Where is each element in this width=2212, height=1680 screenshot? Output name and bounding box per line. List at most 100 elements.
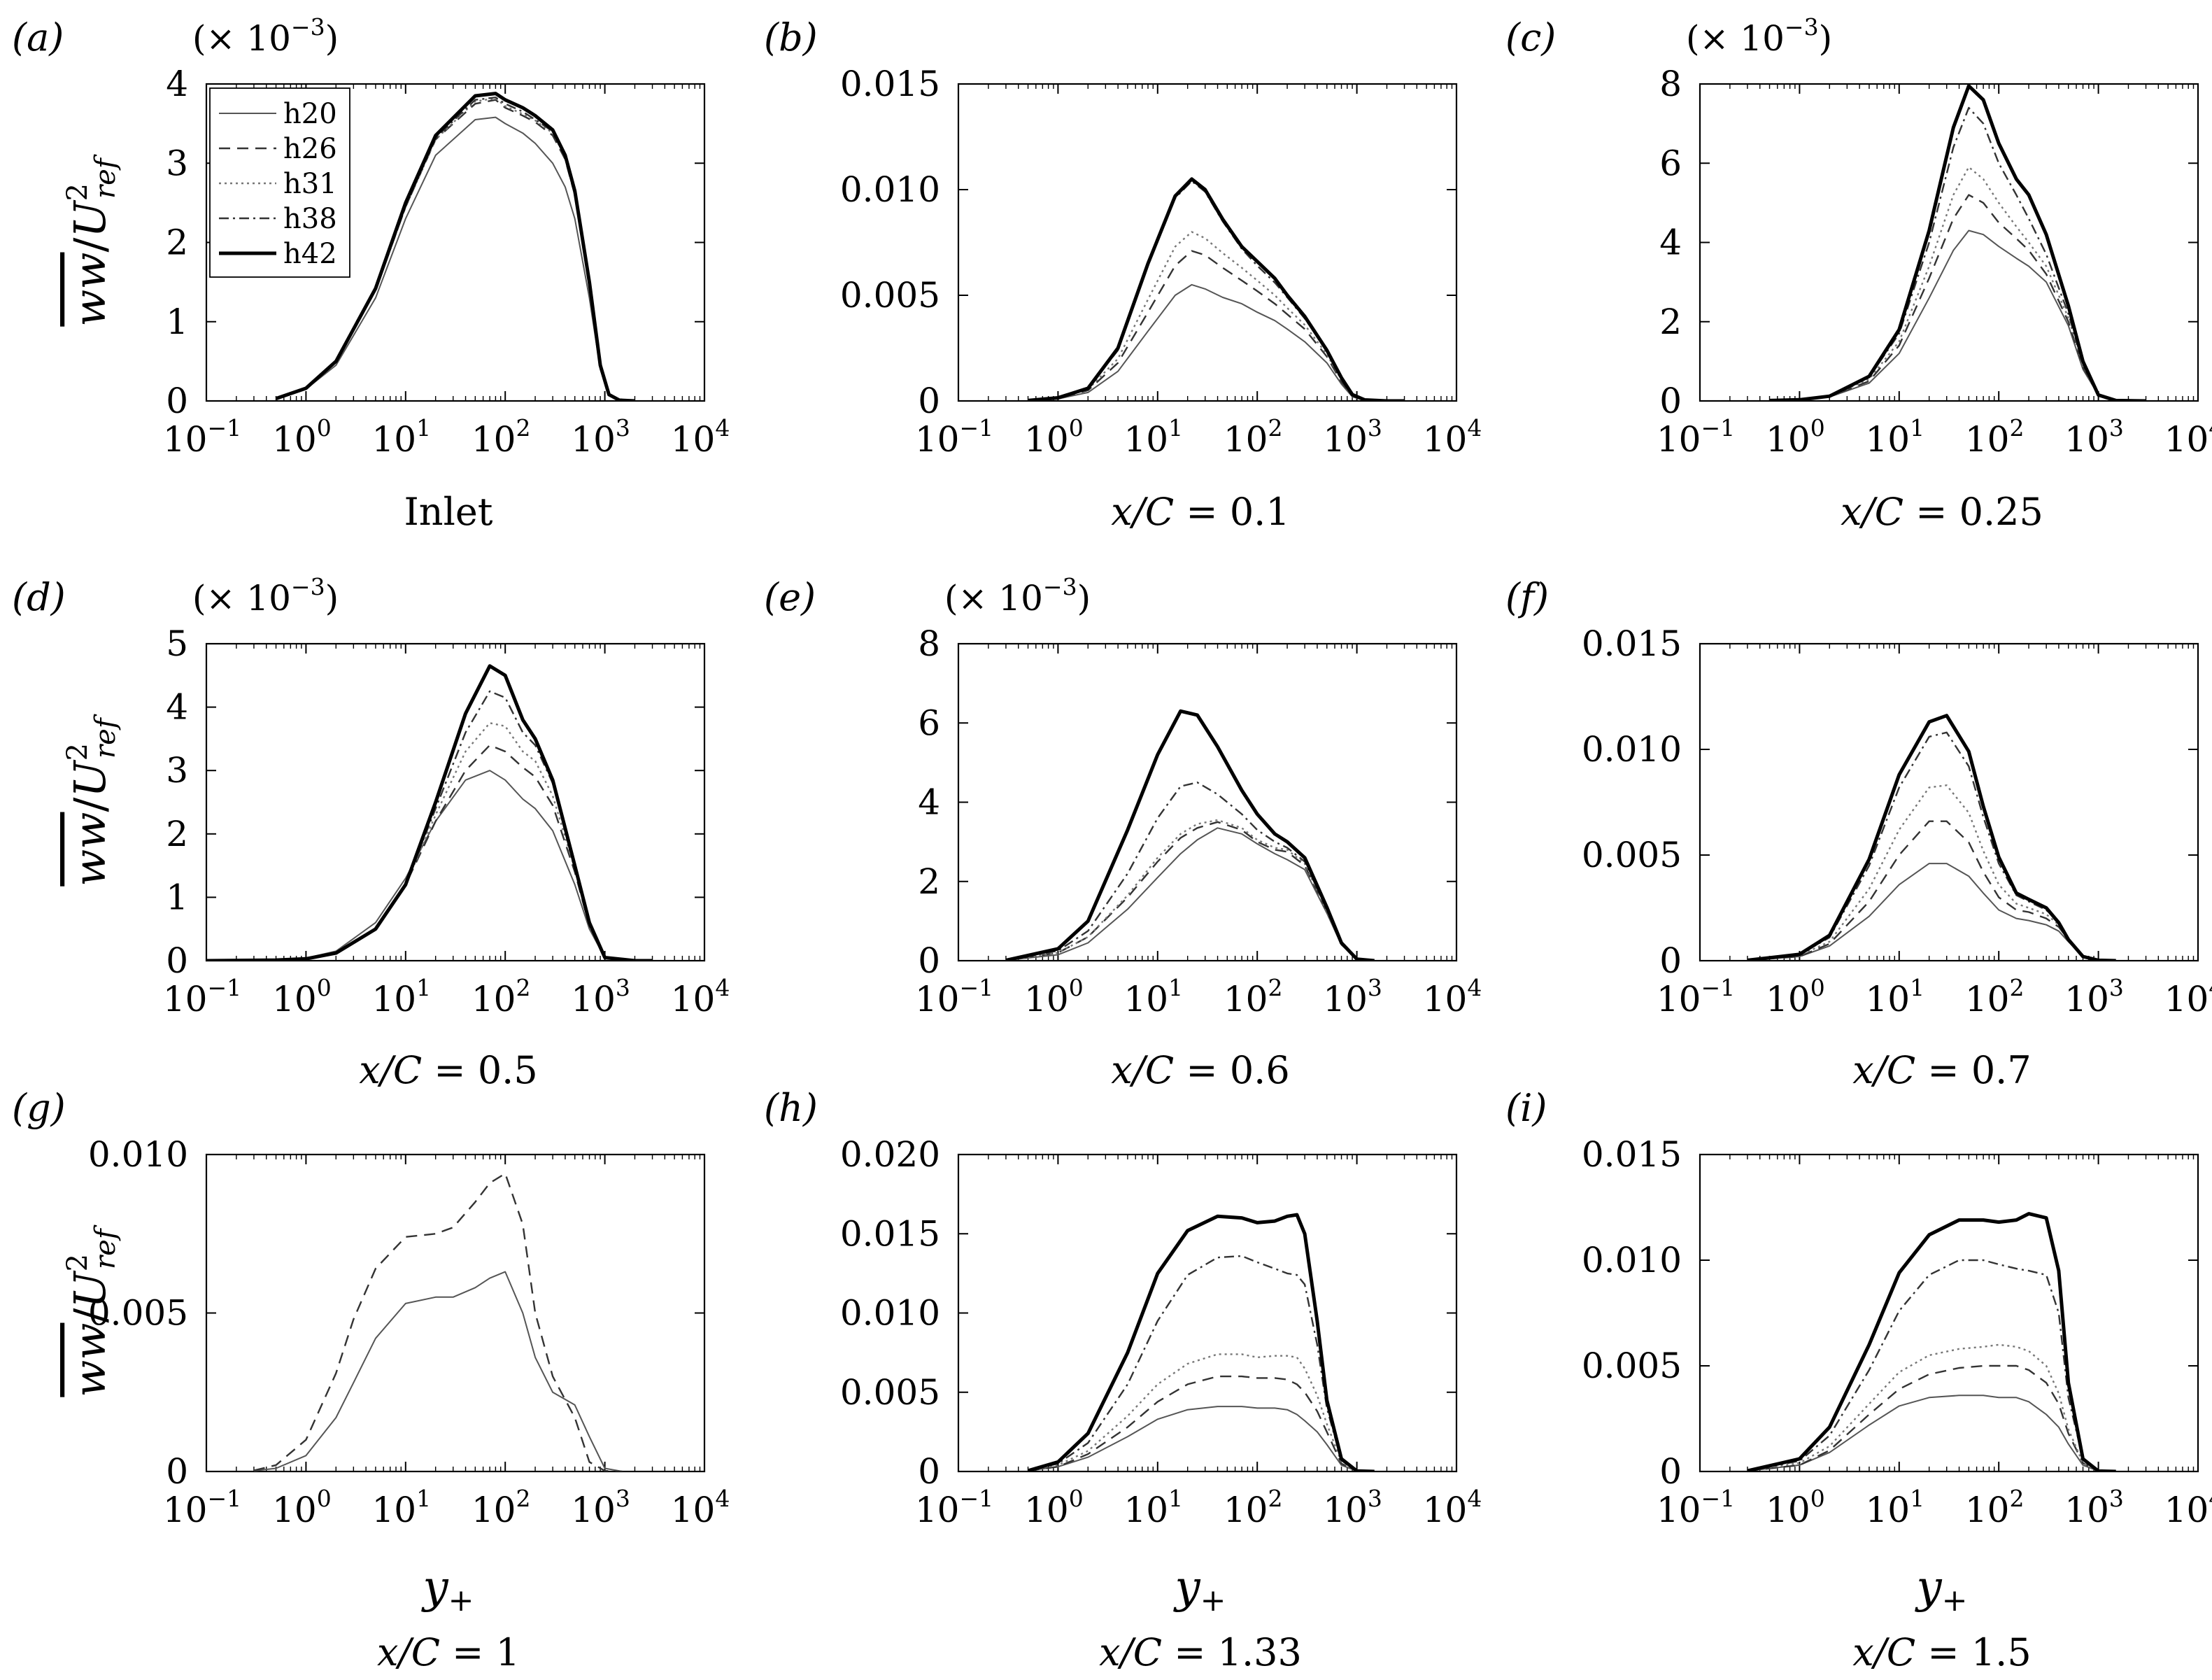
x-tick-base: 10 <box>1224 419 1268 460</box>
x-tick-exp: 4 <box>715 414 730 442</box>
y-tick-text: 6 <box>918 703 940 743</box>
x-tick-exp: 3 <box>616 974 630 1001</box>
y-tick-text: 0.015 <box>840 1213 940 1254</box>
series-line-h42 <box>1028 177 1405 401</box>
x-tick-exp: 0 <box>1810 974 1825 1001</box>
x-tick-label: 104 <box>2164 1485 2212 1530</box>
x-tick-base: 10 <box>1423 419 1468 460</box>
x-tick-base: 10 <box>1024 1490 1069 1530</box>
x-tick-base: 10 <box>571 1490 616 1530</box>
panel-label: (f) <box>1505 575 1549 619</box>
y-tick-label: 4 <box>1659 223 1682 263</box>
panel-title-var: x/C <box>1099 1630 1162 1674</box>
x-tick-base: 10 <box>1766 419 1810 460</box>
y-tick-text: 4 <box>166 687 188 728</box>
x-tick-label: 101 <box>1865 1485 1924 1530</box>
x-tick-label: 101 <box>1865 414 1924 460</box>
x-tick-label: 100 <box>1024 414 1084 460</box>
y-tick-label: 2 <box>918 861 940 902</box>
x-tick-exp: 3 <box>1368 414 1382 442</box>
series-line-h31 <box>1747 1343 2116 1471</box>
y-tick-text: 4 <box>166 64 188 104</box>
x-tick-exp: 1 <box>416 974 431 1001</box>
x-tick-label: 102 <box>1224 414 1283 460</box>
y-axis-label-u: U <box>64 1271 115 1308</box>
panel-b: 10−1 100 101 102 103 10400.0050.0100.015(b)x/… <box>764 15 1482 534</box>
x-tick-label: 102 <box>1224 1485 1283 1530</box>
y-tick-label: 1 <box>166 877 188 917</box>
y-multiplier-close: ) <box>325 578 339 619</box>
x-tick-base: 10 <box>1657 419 1701 460</box>
x-tick-label: 104 <box>1423 974 1482 1019</box>
y-tick-text: 0 <box>918 381 940 421</box>
plot-frame <box>205 642 706 962</box>
x-tick-label: 10−1 <box>915 974 993 1019</box>
panel-label-text: (d) <box>12 575 66 619</box>
y-tick-label: 0.010 <box>840 169 940 210</box>
panel-title-value: 1 <box>496 1630 520 1674</box>
panel-title-eq: = <box>1174 490 1230 534</box>
panel-label: (a) <box>12 15 64 59</box>
panel-title-value: 1.5 <box>1971 1630 2032 1674</box>
y-tick-text: 0 <box>1659 1451 1682 1492</box>
y-tick-label: 4 <box>166 687 188 728</box>
x-tick-base: 10 <box>1766 979 1810 1019</box>
panel-title-text: Inlet <box>404 490 492 534</box>
y-multiplier-exp: −3 <box>291 573 325 600</box>
x-tick-base: 10 <box>1657 979 1701 1019</box>
y-axis-label-slash: / <box>64 1308 115 1323</box>
panel-label: (g) <box>12 1086 66 1130</box>
x-tick-exp: 4 <box>715 974 730 1001</box>
x-tick-exp: 4 <box>1467 414 1482 442</box>
series-line-h38 <box>1747 1259 2116 1471</box>
x-tick-base: 10 <box>2164 979 2209 1019</box>
x-tick-base: 10 <box>163 419 208 460</box>
y-multiplier: (× 10−3) <box>944 573 1091 619</box>
series-line-h38 <box>1005 782 1375 961</box>
panel-title-var: x/C <box>1841 490 1903 534</box>
x-tick-exp: −1 <box>959 414 993 442</box>
panel-label: (b) <box>764 15 818 59</box>
y-tick-text: 0.010 <box>88 1134 188 1175</box>
panel-title-eq: = <box>1903 490 1959 534</box>
series-line-h31 <box>206 722 653 961</box>
x-tick-exp: 0 <box>317 414 332 442</box>
y-axis-label-ww: ww <box>64 1323 115 1397</box>
y-tick-text: 0.005 <box>88 1293 188 1334</box>
x-tick-label: 102 <box>472 974 531 1019</box>
x-tick-label: 102 <box>472 414 531 460</box>
panel-title: x/C = 0.1 <box>1111 490 1289 534</box>
y-tick-label: 0.005 <box>1582 835 1682 875</box>
x-tick-exp: 3 <box>616 1485 630 1512</box>
panel-title-var: x/C <box>1852 1048 1915 1092</box>
y-tick-text: 3 <box>166 143 188 183</box>
x-tick-exp: 3 <box>616 414 630 442</box>
panel-title: x/C = 1 <box>377 1630 520 1674</box>
panel-label-text: (b) <box>764 15 818 59</box>
y-tick-label: 8 <box>1659 64 1682 104</box>
y-multiplier-close: ) <box>1819 18 1833 59</box>
plot-frame <box>205 1153 706 1473</box>
x-tick-label: 10−1 <box>163 414 241 460</box>
y-tick-label: 0.015 <box>840 64 940 104</box>
y-tick-text: 0.005 <box>840 275 940 316</box>
panel-title-value: 0.7 <box>1971 1048 2032 1092</box>
x-tick-exp: 1 <box>1168 974 1183 1001</box>
y-multiplier-base: (× 10 <box>192 578 291 619</box>
x-tick-exp: 3 <box>2109 974 2124 1001</box>
y-tick-text: 0.015 <box>840 64 940 104</box>
y-tick-text: 0.010 <box>840 1293 940 1334</box>
x-tick-label: 100 <box>272 1485 332 1530</box>
y-tick-label: 0 <box>918 1451 940 1492</box>
x-tick-base: 10 <box>1323 1490 1368 1530</box>
panel-title-value: 1.33 <box>1218 1630 1302 1674</box>
panel-title: x/C = 1.33 <box>1099 1630 1302 1674</box>
y-axis-label-ww: ww <box>64 253 115 327</box>
x-tick-base: 10 <box>1766 1490 1810 1530</box>
x-tick-exp: 2 <box>1268 414 1283 442</box>
x-tick-label: 100 <box>1024 1485 1084 1530</box>
x-tick-base: 10 <box>915 979 960 1019</box>
panel-label: (c) <box>1505 15 1556 59</box>
